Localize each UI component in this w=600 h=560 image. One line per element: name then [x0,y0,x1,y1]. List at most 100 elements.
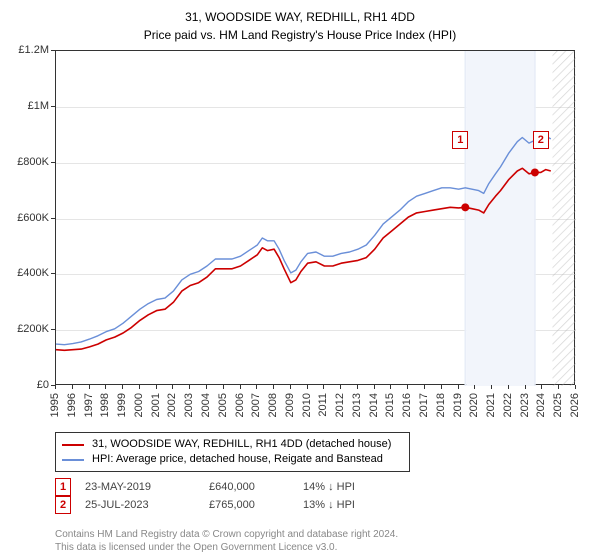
y-tick-label: £400K [17,267,49,279]
x-tick-label: 2011 [317,393,329,417]
transaction-row: 123-MAY-2019£640,00014% ↓ HPI [55,478,355,496]
sale-highlight-band [466,51,534,386]
x-tick-label: 2005 [217,393,229,417]
x-tick-label: 2006 [234,393,246,417]
x-tick [474,385,475,389]
x-tick-label: 2012 [334,393,346,417]
x-tick [189,385,190,389]
transaction-price: £640,000 [209,481,289,493]
y-tick-label: £200K [17,323,49,335]
y-tick [51,329,55,330]
x-tick-label: 2023 [519,393,531,417]
legend-item: HPI: Average price, detached house, Reig… [62,452,403,467]
x-tick [390,385,391,389]
x-tick [122,385,123,389]
chart-svg [56,51,576,386]
x-tick [407,385,408,389]
x-tick [441,385,442,389]
sale-marker [531,168,539,176]
x-tick [374,385,375,389]
x-tick [172,385,173,389]
x-tick-label: 2025 [552,393,564,417]
y-tick [51,218,55,219]
figure: 31, WOODSIDE WAY, REDHILL, RH1 4DD Price… [0,0,600,560]
x-tick-label: 2021 [485,393,497,417]
y-tick [51,162,55,163]
transaction-price: £765,000 [209,499,289,511]
x-tick-label: 2008 [267,393,279,417]
x-tick-label: 2022 [502,393,514,417]
legend-swatch [62,459,84,461]
x-tick-label: 1997 [83,393,95,417]
transaction-date: 23-MAY-2019 [85,481,195,493]
x-tick [541,385,542,389]
y-tick [51,50,55,51]
x-tick-label: 2003 [183,393,195,417]
x-tick [273,385,274,389]
sale-highlight-band [534,51,536,386]
y-tick [51,106,55,107]
x-tick-label: 2016 [401,393,413,417]
x-tick-label: 2001 [150,393,162,417]
x-tick [290,385,291,389]
x-tick [55,385,56,389]
transactions-table: 123-MAY-2019£640,00014% ↓ HPI225-JUL-202… [55,478,355,514]
x-tick-label: 2026 [569,393,581,417]
x-tick [105,385,106,389]
x-tick [240,385,241,389]
transaction-marker: 2 [55,496,71,514]
x-tick [139,385,140,389]
x-tick [458,385,459,389]
callout-2: 2 [533,131,549,149]
x-tick-label: 1996 [66,393,78,417]
x-tick [340,385,341,389]
x-tick [72,385,73,389]
x-tick-label: 2002 [166,393,178,417]
x-tick-label: 2019 [452,393,464,417]
x-tick-label: 1995 [49,393,61,417]
x-tick-label: 2004 [200,393,212,417]
x-tick-label: 2018 [435,393,447,417]
sale-highlight-band [464,51,466,386]
x-tick [89,385,90,389]
x-tick-label: 1999 [116,393,128,417]
forecast-hatch [553,51,576,386]
transaction-date: 25-JUL-2023 [85,499,195,511]
x-tick [323,385,324,389]
transaction-vs-hpi: 13% ↓ HPI [303,499,355,511]
x-tick [491,385,492,389]
x-tick-label: 1998 [99,393,111,417]
transaction-row: 2 25-JUL-2023 £765,000 13% ↓ HPI [55,496,355,514]
legend-item: 31, WOODSIDE WAY, REDHILL, RH1 4DD (deta… [62,437,403,452]
footer-line2: This data is licensed under the Open Gov… [55,541,398,554]
x-tick [156,385,157,389]
x-tick-label: 2014 [368,393,380,417]
x-tick-label: 2015 [384,393,396,417]
x-tick-label: 2020 [468,393,480,417]
y-tick-label: £1.2M [18,44,49,56]
legend: 31, WOODSIDE WAY, REDHILL, RH1 4DD (deta… [55,432,410,472]
legend-label: 31, WOODSIDE WAY, REDHILL, RH1 4DD (deta… [92,437,391,452]
plot-area: 12 [55,50,575,385]
x-tick [206,385,207,389]
x-tick-label: 2013 [351,393,363,417]
x-tick [525,385,526,389]
chart-subtitle: Price paid vs. HM Land Registry's House … [0,28,600,42]
x-tick-label: 2009 [284,393,296,417]
footer-attribution: Contains HM Land Registry data © Crown c… [55,528,398,554]
x-tick-label: 2007 [250,393,262,417]
y-tick [51,273,55,274]
y-tick-label: £1M [28,100,49,112]
x-tick-label: 2024 [535,393,547,417]
y-tick-label: £800K [17,156,49,168]
y-tick-label: £0 [37,379,49,391]
y-tick-label: £600K [17,212,49,224]
x-tick-label: 2000 [133,393,145,417]
x-tick [256,385,257,389]
chart-title-line1: 31, WOODSIDE WAY, REDHILL, RH1 4DD [0,10,600,24]
transaction-marker: 1 [55,478,71,496]
footer-line1: Contains HM Land Registry data © Crown c… [55,528,398,541]
x-tick [357,385,358,389]
x-tick [508,385,509,389]
callout-1: 1 [452,131,468,149]
